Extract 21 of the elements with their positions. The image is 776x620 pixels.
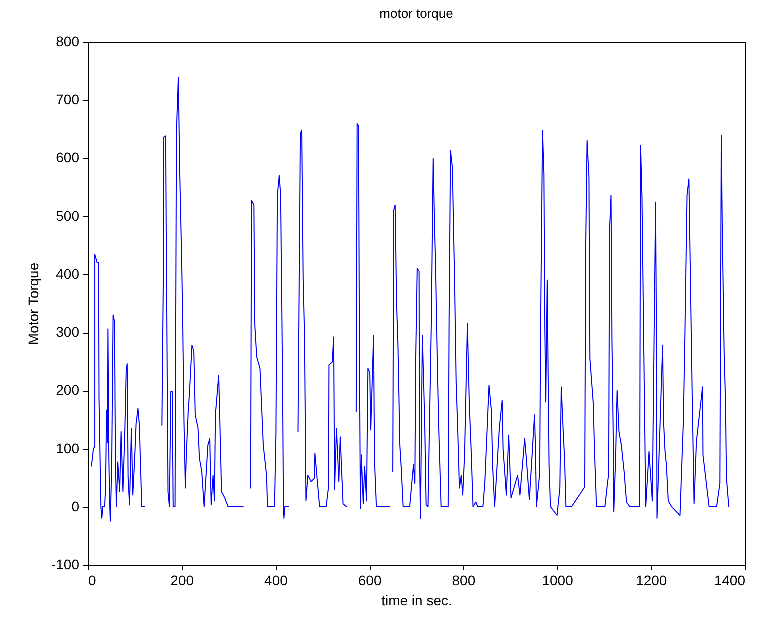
x-tick-label: 1200 [636, 572, 668, 588]
y-tick-label: 700 [56, 92, 80, 108]
y-tick-label: 800 [56, 34, 80, 50]
chart-title: motor torque [380, 6, 454, 21]
y-tick-label: 300 [56, 324, 80, 340]
y-tick-label: 200 [56, 382, 80, 398]
x-tick-label: 200 [170, 572, 194, 588]
y-tick-label: 600 [56, 150, 80, 166]
y-axis-title: Motor Torque [25, 262, 42, 346]
y-tick-label: 100 [56, 440, 80, 456]
x-tick-label: 1400 [714, 572, 746, 588]
x-tick-label: 800 [452, 572, 476, 588]
x-tick-label: 600 [358, 572, 382, 588]
y-tick-label: -100 [51, 556, 80, 572]
y-tick-label: 400 [56, 266, 80, 282]
y-tick-label: 0 [72, 498, 80, 514]
y-tick-label: 500 [56, 208, 80, 224]
x-tick-label: 1000 [542, 572, 574, 588]
x-tick-label: 400 [264, 572, 288, 588]
x-axis-title: time in sec. [382, 592, 452, 608]
x-tick-label: 0 [88, 572, 96, 588]
